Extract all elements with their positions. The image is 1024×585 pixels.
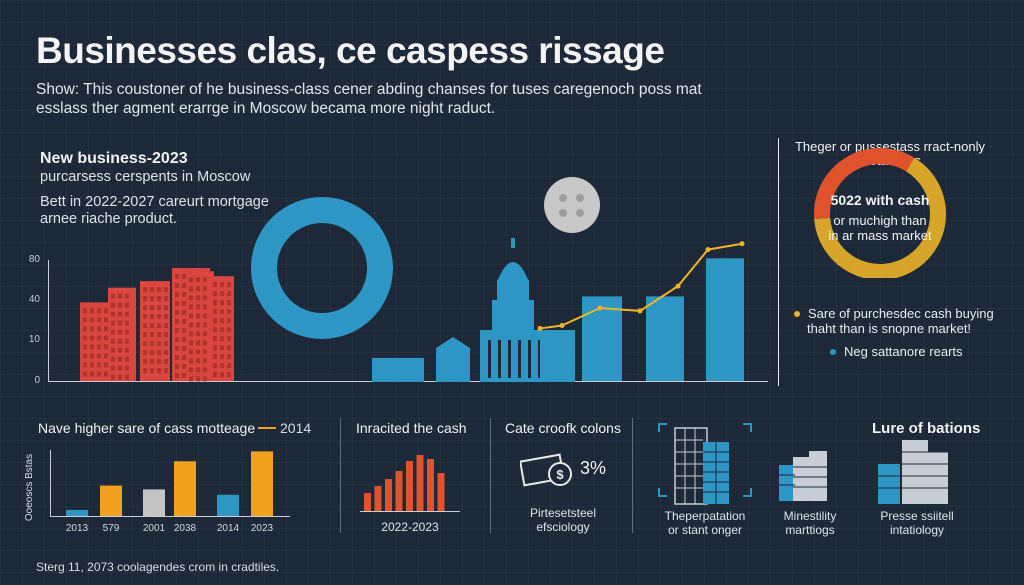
bottom-tick-0: 2013	[66, 523, 89, 534]
cash-chart-xlabel: 2022-2023	[381, 520, 439, 534]
cash-chart-title: Inracited the cash	[356, 420, 467, 436]
main-line-point-2	[597, 305, 603, 311]
left-panel-title: New business-2023	[40, 150, 188, 167]
footer-text: Sterg 11, 2073 coolagendes crom in cradt…	[36, 560, 280, 574]
cash-bar-5	[416, 455, 424, 511]
mid-caption-line1: Pirtesetsteel	[529, 506, 597, 520]
main-bar-red-4	[186, 271, 214, 382]
bottom-bar-5	[251, 451, 273, 516]
left-panel-line2: Bett in 2022-2027 careurt mortgage	[40, 194, 269, 210]
right-panel-border	[778, 138, 779, 386]
main-line-point-5	[705, 247, 711, 253]
city-a-caption-line1: Minestility	[783, 509, 837, 523]
y-tick-0: 0	[34, 375, 40, 386]
skyscraper-icon	[658, 423, 752, 505]
legend-item-neg: Neg sattanore rearts	[830, 344, 963, 359]
cash-bar-1	[374, 486, 382, 511]
bottom-bar-1	[100, 485, 122, 516]
main-line-point-3	[637, 308, 643, 314]
y-tick-10: 10	[28, 334, 40, 345]
divider-2	[490, 418, 491, 533]
bottom-tick-3: 2038	[174, 523, 197, 534]
bottom-x-axis	[50, 516, 290, 517]
y-tick-80: 80	[28, 254, 40, 265]
moon-craters-icon	[559, 194, 584, 217]
svg-text:$: $	[556, 467, 564, 482]
legend-item-cash: Sare of purchesdec cash buying	[794, 306, 994, 321]
cash-bar-0	[364, 493, 371, 511]
y-tick-40: 40	[28, 294, 40, 305]
cash-bar-3	[395, 471, 403, 511]
page-subtitle: Show: This coustoner of he business-clas…	[36, 81, 702, 117]
bldg-caption-line1: Theperpatation	[664, 509, 746, 523]
bottom-bar-0	[66, 509, 88, 516]
cash-bar-4	[406, 461, 413, 511]
page-title: Businesses clas, ce caspess rissage	[36, 30, 665, 71]
legend-dot-yellow	[794, 310, 800, 317]
bottom-y-axis	[50, 450, 51, 516]
bottom-tick-5: 2023	[251, 523, 274, 534]
main-line-point-4	[675, 283, 681, 289]
city-b-caption-line1: Presse ssiitell	[880, 509, 954, 523]
left-panel-line1: purcarsess cerspents in Moscow	[40, 169, 251, 185]
main-bar-blue-1	[582, 296, 622, 381]
mid-title: Cate croofk colons	[505, 420, 621, 436]
city-icon-a	[779, 451, 827, 501]
city-a-caption-line2: marttiogs	[785, 523, 835, 537]
main-bar-blue-2	[646, 296, 684, 381]
legend-item-cash-line2: thaht than is snopne market!	[807, 321, 971, 336]
bottom-tick-1: 579	[103, 523, 120, 534]
bottom-bar-3	[174, 461, 196, 516]
mid-caption-line2: efsciology	[536, 520, 590, 534]
main-bar-blue-3	[706, 258, 744, 381]
bottom-bar-4	[217, 494, 239, 516]
divider-3	[632, 418, 633, 533]
bottom-right-title: Lure of bations	[872, 420, 981, 437]
ring-label-line3: in ar mass market	[828, 228, 932, 243]
y-axis	[48, 260, 49, 382]
bldg-caption-line2: or stant onger	[667, 523, 743, 537]
cash-bar-6	[427, 459, 434, 511]
ring-label-main: 5022 with cash	[830, 192, 930, 208]
bottom-legend-swatch	[258, 427, 276, 429]
ring-label-line2: or muchigh than	[833, 213, 927, 228]
divider-1	[340, 418, 341, 533]
mid-percent: 3%	[580, 458, 607, 478]
bottom-bar-2	[143, 489, 165, 516]
right-donut-chart	[814, 148, 946, 278]
bottom-legend-label: 2014	[280, 420, 312, 436]
bottom-tick-2: 2001	[143, 523, 166, 534]
city-b-caption-line2: intatiology	[889, 523, 945, 537]
main-line-point-0	[537, 325, 543, 331]
main-bar-red-5	[210, 276, 234, 381]
cash-bar-7	[437, 473, 445, 511]
moon-icon	[544, 177, 600, 233]
main-line-point-1	[559, 323, 565, 329]
main-bar-red-2	[140, 281, 170, 381]
legend-label-cash-line2: thaht than is snopne market!	[807, 321, 972, 336]
bottom-tick-4: 2014	[217, 523, 240, 534]
main-bar-blue-0	[540, 333, 575, 381]
main-bar-red-1	[108, 287, 136, 381]
capitol-columns	[488, 340, 541, 378]
legend-dot-blue	[830, 348, 836, 355]
main-line-point-6	[739, 241, 745, 247]
cash-bar-2	[385, 479, 392, 511]
right-donut-slice-0	[814, 157, 946, 278]
city-icon-b	[878, 440, 948, 504]
right-panel-title-line1: Theger or pussestass rract-nonly	[794, 139, 986, 154]
bottom-chart-title: Nave higher sare of cass motteage	[38, 420, 256, 436]
small-buildings-icon	[372, 337, 470, 382]
cash-chart-axis	[360, 511, 460, 512]
legend-label-cash: Sare of purchesdec cash buying	[808, 306, 994, 321]
left-panel-line3: arnee riache product.	[40, 211, 178, 227]
legend-label-neg: Neg sattanore rearts	[844, 344, 963, 359]
donut-ring	[251, 197, 393, 339]
right-donut-slice-1	[814, 148, 915, 220]
money-icon: $	[520, 453, 572, 487]
